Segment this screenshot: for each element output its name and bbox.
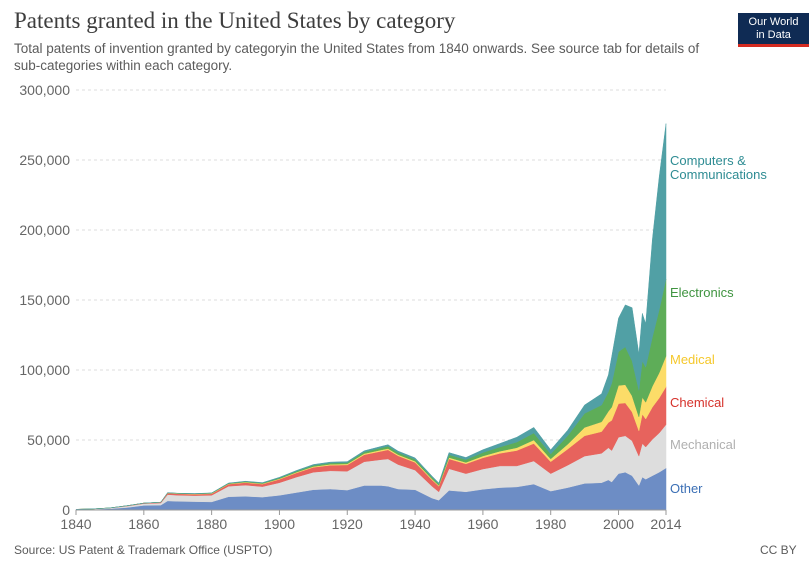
x-tick-label: 1940 <box>400 516 431 532</box>
x-tick-label: 2000 <box>603 516 634 532</box>
series-label[interactable]: Chemical <box>670 395 724 410</box>
source-note[interactable]: Source: US Patent & Trademark Office (US… <box>14 543 273 557</box>
area-series <box>75 123 667 511</box>
license-note[interactable]: CC BY <box>760 543 797 557</box>
series-label[interactable]: Medical <box>670 352 715 367</box>
series-labels: Other Mechanical Chemical Medical Electronic… <box>670 153 767 496</box>
logo-line-1: Our World <box>748 16 799 28</box>
y-tick-label: 100,000 <box>19 362 70 378</box>
x-tick-label: 1960 <box>467 516 498 532</box>
series-label[interactable]: Electronics <box>670 285 734 300</box>
gridlines <box>76 89 666 441</box>
series-label[interactable]: Mechanical <box>670 437 736 452</box>
x-tick-label: 1900 <box>264 516 295 532</box>
y-tick-label: 50,000 <box>27 432 70 448</box>
y-tick-label: 200,000 <box>19 222 70 238</box>
axes: 0 50,000 100,000 150,000 200,000 250,000 300,0… <box>19 82 681 532</box>
series-label[interactable]: Other <box>670 481 703 496</box>
logo-line-2: in Data <box>756 29 791 41</box>
area-computers-communications[interactable] <box>75 123 667 510</box>
x-tick-label: 1980 <box>535 516 566 532</box>
series-label[interactable]: Computers & Communications <box>670 153 767 182</box>
y-tick-label: 250,000 <box>19 152 70 168</box>
y-tick-label: 150,000 <box>19 292 70 308</box>
x-tick-label: 1840 <box>60 516 91 532</box>
x-tick-label: 1880 <box>196 516 227 532</box>
y-tick-label: 0 <box>62 502 70 518</box>
owid-logo[interactable]: Our World in Data <box>738 13 809 47</box>
x-tick-label: 1920 <box>332 516 363 532</box>
x-tick-label: 1860 <box>128 516 159 532</box>
y-tick-label: 300,000 <box>19 82 70 98</box>
chart-subtitle: Total patents of invention granted by ca… <box>14 41 700 73</box>
chart-title: Patents granted in the United States by … <box>14 8 456 33</box>
x-tick-label: 2014 <box>650 516 681 532</box>
